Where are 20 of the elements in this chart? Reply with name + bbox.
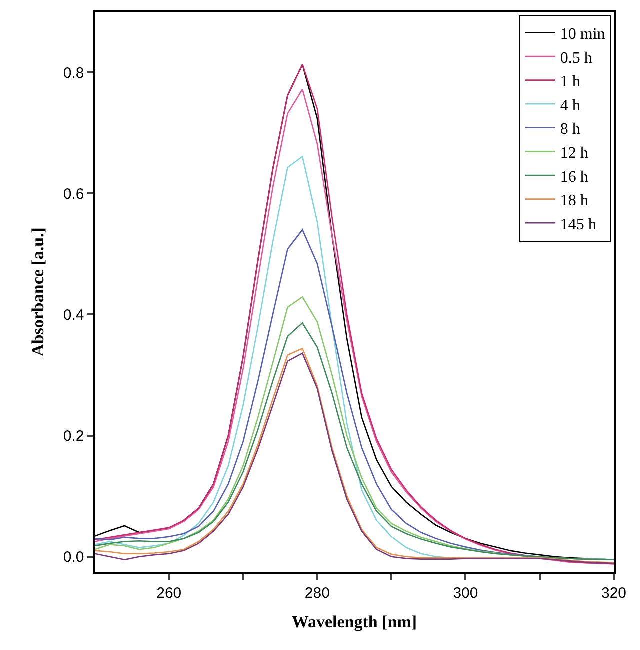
y-tick-label: 0.2 xyxy=(63,428,84,446)
x-tick-label: 300 xyxy=(453,584,478,602)
x-tick-label: 280 xyxy=(304,584,330,602)
x-tick-label: 260 xyxy=(156,584,182,602)
y-tick-label: 0.4 xyxy=(63,306,84,324)
legend-label: 0.5 h xyxy=(560,50,592,67)
legend-label: 12 h xyxy=(560,144,588,162)
legend-label: 4 h xyxy=(560,97,580,114)
x-tick-label: 320 xyxy=(601,584,627,602)
x-axis-title: Wavelength [nm] xyxy=(292,612,418,632)
legend-label: 10 min xyxy=(560,26,606,43)
legend-label: 16 h xyxy=(560,168,588,186)
y-tick-label: 0.8 xyxy=(63,64,84,82)
y-tick-label: 0.0 xyxy=(63,549,84,566)
y-tick-label: 0.6 xyxy=(63,186,84,203)
legend-label: 8 h xyxy=(560,121,580,138)
legend-label: 145 h xyxy=(560,216,596,234)
legend-label: 18 h xyxy=(560,192,588,210)
legend-label: 1 h xyxy=(560,74,580,91)
y-axis-title: Absorbance [a.u.] xyxy=(28,228,48,356)
